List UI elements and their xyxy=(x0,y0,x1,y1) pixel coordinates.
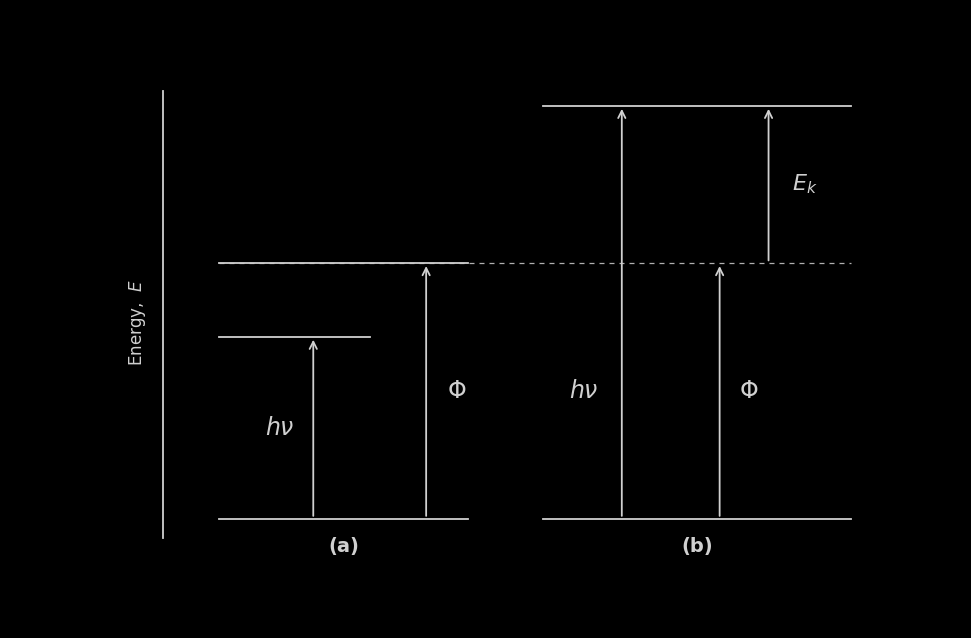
Text: $h\nu$: $h\nu$ xyxy=(265,416,294,440)
Text: $Φ$: $Φ$ xyxy=(739,379,758,403)
Text: $Φ$: $Φ$ xyxy=(447,379,466,403)
Text: (a): (a) xyxy=(328,537,359,556)
Text: Energy,  $E$: Energy, $E$ xyxy=(127,279,149,366)
Text: $E_k$: $E_k$ xyxy=(792,173,818,197)
Text: $h\nu$: $h\nu$ xyxy=(569,379,599,403)
Text: (b): (b) xyxy=(682,537,713,556)
